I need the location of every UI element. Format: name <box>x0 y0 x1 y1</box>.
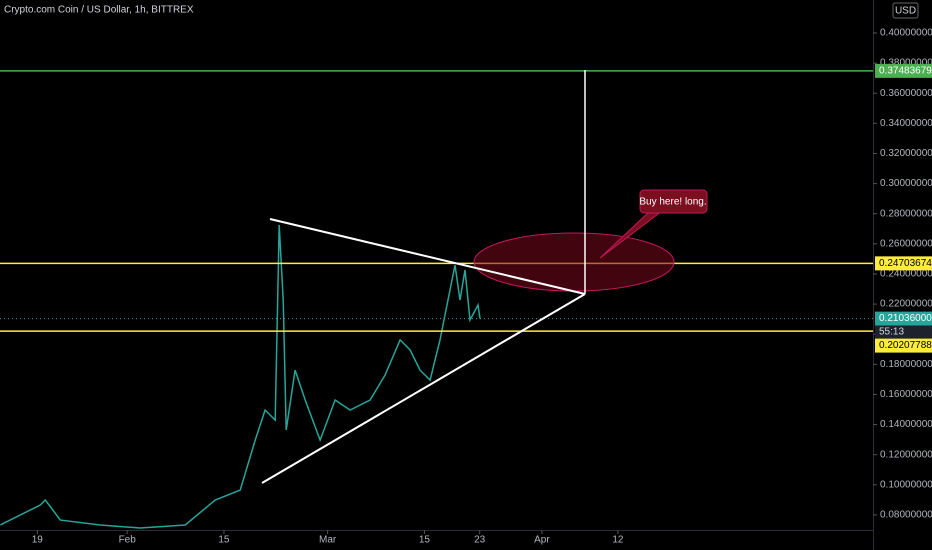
drawings: Buy here! long. <box>261 70 708 484</box>
x-tick-label: 15 <box>419 535 431 546</box>
y-tick-label: 0.32000000 <box>880 148 932 159</box>
level-label: 0.24703674 <box>879 258 932 269</box>
y-tick-label: 0.38000000 <box>880 58 932 69</box>
level-label: 0.37483679 <box>879 66 932 77</box>
countdown-box <box>875 325 932 339</box>
y-tick-label: 0.26000000 <box>880 238 932 249</box>
x-tick-label: 12 <box>612 535 624 546</box>
level-box <box>875 63 932 78</box>
y-tick-label: 0.16000000 <box>880 389 932 400</box>
y-tick-label: 0.24000000 <box>880 269 932 280</box>
y-tick-label: 0.10000000 <box>880 479 932 490</box>
x-tick-label: Apr <box>534 535 550 546</box>
callout-text: Buy here! long. <box>639 197 706 208</box>
x-tick-label: 15 <box>218 535 230 546</box>
trendline-lower <box>261 293 586 484</box>
buy-zone <box>473 232 675 292</box>
y-tick-label: 0.14000000 <box>880 419 932 430</box>
currency: USD <box>895 6 916 17</box>
x-tick-label: Feb <box>119 535 137 546</box>
price-line <box>0 224 481 529</box>
y-tick-label: 0.18000000 <box>880 359 932 370</box>
level-box <box>875 256 932 271</box>
callout-box <box>639 189 708 214</box>
chart-title: Crypto.com Coin / US Dollar, 1h, BITTREX <box>4 5 194 16</box>
current-price-box <box>875 311 932 326</box>
y-tick-label: 0.40000000 <box>880 28 932 39</box>
plot <box>0 70 873 529</box>
y-tick-label: 0.08000000 <box>880 510 932 521</box>
y-tick-label: 0.22000000 <box>880 299 932 310</box>
y-tick-label: 0.34000000 <box>880 118 932 129</box>
x-tick-label: 19 <box>32 535 44 546</box>
level-box <box>875 338 932 353</box>
level-label: 0.20207788 <box>879 340 932 351</box>
current-price-label: 0.21036000 <box>879 313 932 324</box>
y-tick-label: 0.12000000 <box>880 449 932 460</box>
y-tick-label: 0.36000000 <box>880 88 932 99</box>
trendline-upper <box>269 218 586 295</box>
y-tick-label: 0.30000000 <box>880 178 932 189</box>
x-tick-label: 23 <box>474 535 486 546</box>
y-tick-label: 0.28000000 <box>880 208 932 219</box>
x-tick-label: Mar <box>319 535 337 546</box>
countdown: 55:13 <box>879 327 904 338</box>
currency-box <box>892 2 919 19</box>
